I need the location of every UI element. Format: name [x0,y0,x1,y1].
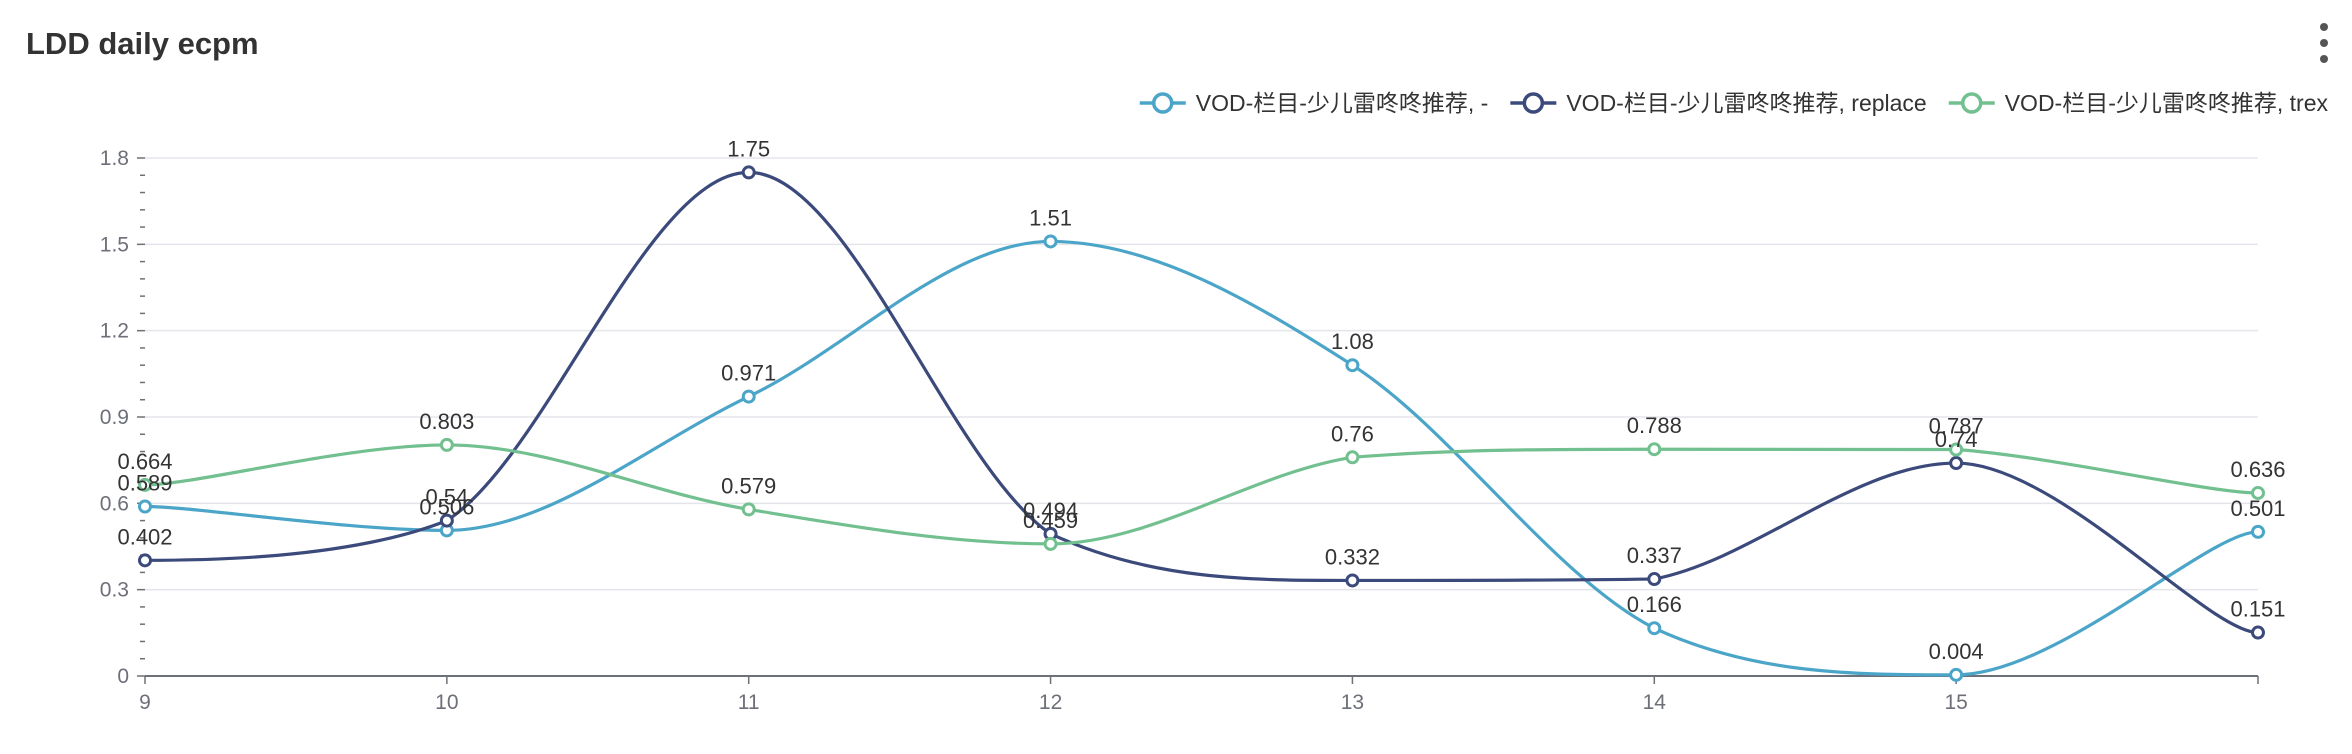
legend-item[interactable]: VOD-栏目-少儿雷咚咚推荐, replace [1510,90,1926,116]
data-point [1649,623,1660,634]
data-point [1045,236,1056,247]
data-point [1347,452,1358,463]
data-label: 0.337 [1627,543,1682,568]
data-point [140,501,151,512]
y-tick-label: 1.2 [100,320,129,343]
data-label: 0.803 [419,409,474,434]
data-point [1951,669,1962,680]
data-label: 0.788 [1627,413,1682,438]
x-tick-label: 14 [1643,691,1667,714]
x-tick-label: 9 [139,691,151,714]
y-tick-label: 1.8 [100,147,129,170]
data-label: 1.75 [727,136,770,161]
data-label: 0.54 [425,485,468,510]
data-label: 1.08 [1331,329,1374,354]
data-point [1649,574,1660,585]
data-point [140,555,151,566]
legend-label: VOD-栏目-少儿雷咚咚推荐, replace [1566,90,1926,116]
data-label: 0.76 [1331,421,1374,446]
legend-label: VOD-栏目-少儿雷咚咚推荐, trex [2005,90,2329,116]
legend-circle-icon [1524,94,1542,112]
data-label: 0.151 [2230,597,2285,622]
y-tick-label: 0.3 [100,579,129,602]
data-point [1347,575,1358,586]
data-label-layer: 0.5890.5060.9711.511.080.1660.0040.5010.… [117,136,2285,663]
data-label: 0.664 [117,449,172,474]
series-1 [140,236,2264,680]
data-label: 0.636 [2230,457,2285,482]
data-label: 0.004 [1929,639,1984,664]
data-point [1951,458,1962,469]
data-label: 0.971 [721,361,776,386]
data-label: 1.51 [1029,205,1072,230]
legend-label: VOD-栏目-少儿雷咚咚推荐, - [1196,90,1489,116]
legend: VOD-栏目-少儿雷咚咚推荐, - VOD-栏目-少儿雷咚咚推荐, replace… [1140,90,2329,116]
data-point [743,167,754,178]
data-point [2253,627,2264,638]
data-label: 0.579 [721,473,776,498]
data-label: 0.166 [1627,592,1682,617]
y-tick-label: 0.6 [100,492,129,515]
data-point [1649,444,1660,455]
data-label: 0.402 [117,524,172,549]
x-tick-label: 15 [1944,691,1967,714]
data-point [2253,526,2264,537]
series-2 [140,167,2264,638]
x-tick-label: 10 [435,691,458,714]
data-label: 0.459 [1023,508,1078,533]
legend-circle-icon [1154,94,1172,112]
series-line [145,172,2258,632]
x-tick-label: 13 [1341,691,1364,714]
series-line [145,241,2258,674]
data-label: 0.787 [1929,414,1984,439]
data-point [1347,360,1358,371]
data-point [441,439,452,450]
data-label: 0.589 [117,470,172,495]
legend-item[interactable]: VOD-栏目-少儿雷咚咚推荐, - [1140,90,1489,116]
data-point [1045,538,1056,549]
legend-circle-icon [1963,94,1981,112]
grid-layer [145,158,2258,590]
y-tick-label: 0.9 [100,406,129,429]
x-tick-label: 11 [738,691,760,714]
data-label: 0.332 [1325,544,1380,569]
x-tick-label: 12 [1039,691,1062,714]
y-tick-label: 1.5 [100,233,129,256]
data-label: 0.501 [2230,496,2285,521]
data-point [743,504,754,515]
data-point [743,391,754,402]
legend-item[interactable]: VOD-栏目-少儿雷咚咚推荐, trex [1949,90,2329,116]
y-tick-label: 0 [117,665,129,688]
